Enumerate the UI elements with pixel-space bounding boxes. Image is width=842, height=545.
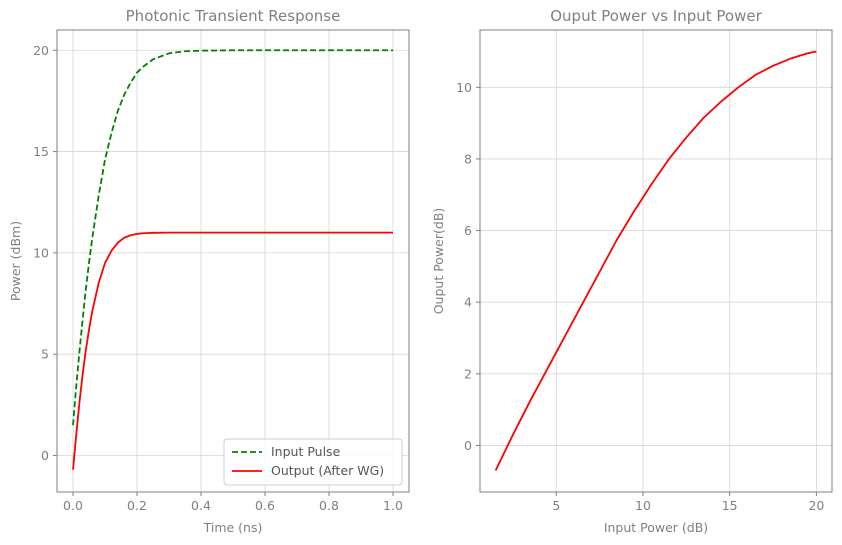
legend-label-input-pulse: Input Pulse <box>271 444 341 459</box>
y-tick-label: 20 <box>33 43 49 58</box>
chart2-xlabel: Input Power (dB) <box>604 520 708 535</box>
chart-transient-response: 0.0 0.2 0.4 0.6 0.8 1.0 0 5 10 15 20 Photonic Tran… <box>8 7 410 535</box>
y-tick-label: 8 <box>464 151 472 166</box>
chart1-legend: Input Pulse Output (After WG) <box>223 438 403 486</box>
series-line-output-after-wg <box>72 231 393 470</box>
chart1-series <box>72 49 393 470</box>
y-tick-label: 0 <box>41 448 49 463</box>
y-tick-label: 6 <box>464 223 472 238</box>
chart2-gridlines <box>480 30 832 492</box>
x-tick-label: 20 <box>808 498 824 513</box>
chart2-ylabel: Ouput Power(dB) <box>431 208 446 315</box>
chart2-series <box>494 50 817 471</box>
y-tick-label: 2 <box>464 366 472 381</box>
chart1-frame <box>56 29 410 493</box>
chart1-gridlines <box>57 30 409 492</box>
chart1-title: Photonic Transient Response <box>126 7 341 25</box>
chart2-title: Ouput Power vs Input Power <box>550 7 762 25</box>
x-tick-label: 10 <box>635 498 651 513</box>
y-tick-label: 0 <box>464 438 472 453</box>
chart1-ylabel: Power (dBm) <box>8 221 23 301</box>
chart1-xlabel: Time (ns) <box>203 520 263 535</box>
x-tick-label: 0.6 <box>255 498 275 513</box>
series-line-input-pulse <box>72 49 393 426</box>
y-tick-label: 10 <box>33 245 49 260</box>
x-tick-label: 0.2 <box>127 498 147 513</box>
series-line-output-power <box>494 50 817 471</box>
chart2-frame <box>479 29 833 493</box>
chart1-ticks: 0.0 0.2 0.4 0.6 0.8 1.0 0 5 10 15 20 <box>33 43 403 513</box>
chart2-ticks: 5 10 15 20 0 2 4 6 8 10 <box>456 80 824 513</box>
x-tick-label: 5 <box>552 498 560 513</box>
x-tick-label: 0.8 <box>319 498 339 513</box>
y-tick-label: 15 <box>33 144 49 159</box>
y-tick-label: 10 <box>456 80 472 95</box>
x-tick-label: 0.4 <box>191 498 211 513</box>
y-tick-label: 4 <box>464 295 472 310</box>
chart-output-vs-input: 5 10 15 20 0 2 4 6 8 10 Ouput Power vs Input Powe… <box>431 7 833 535</box>
legend-label-output: Output (After WG) <box>271 463 384 478</box>
x-tick-label: 0.0 <box>63 498 83 513</box>
y-tick-label: 5 <box>41 347 49 362</box>
legend-box <box>223 438 403 486</box>
x-tick-label: 15 <box>722 498 738 513</box>
x-tick-label: 1.0 <box>383 498 403 513</box>
